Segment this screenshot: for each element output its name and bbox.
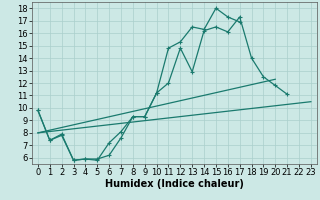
X-axis label: Humidex (Indice chaleur): Humidex (Indice chaleur) bbox=[105, 179, 244, 189]
